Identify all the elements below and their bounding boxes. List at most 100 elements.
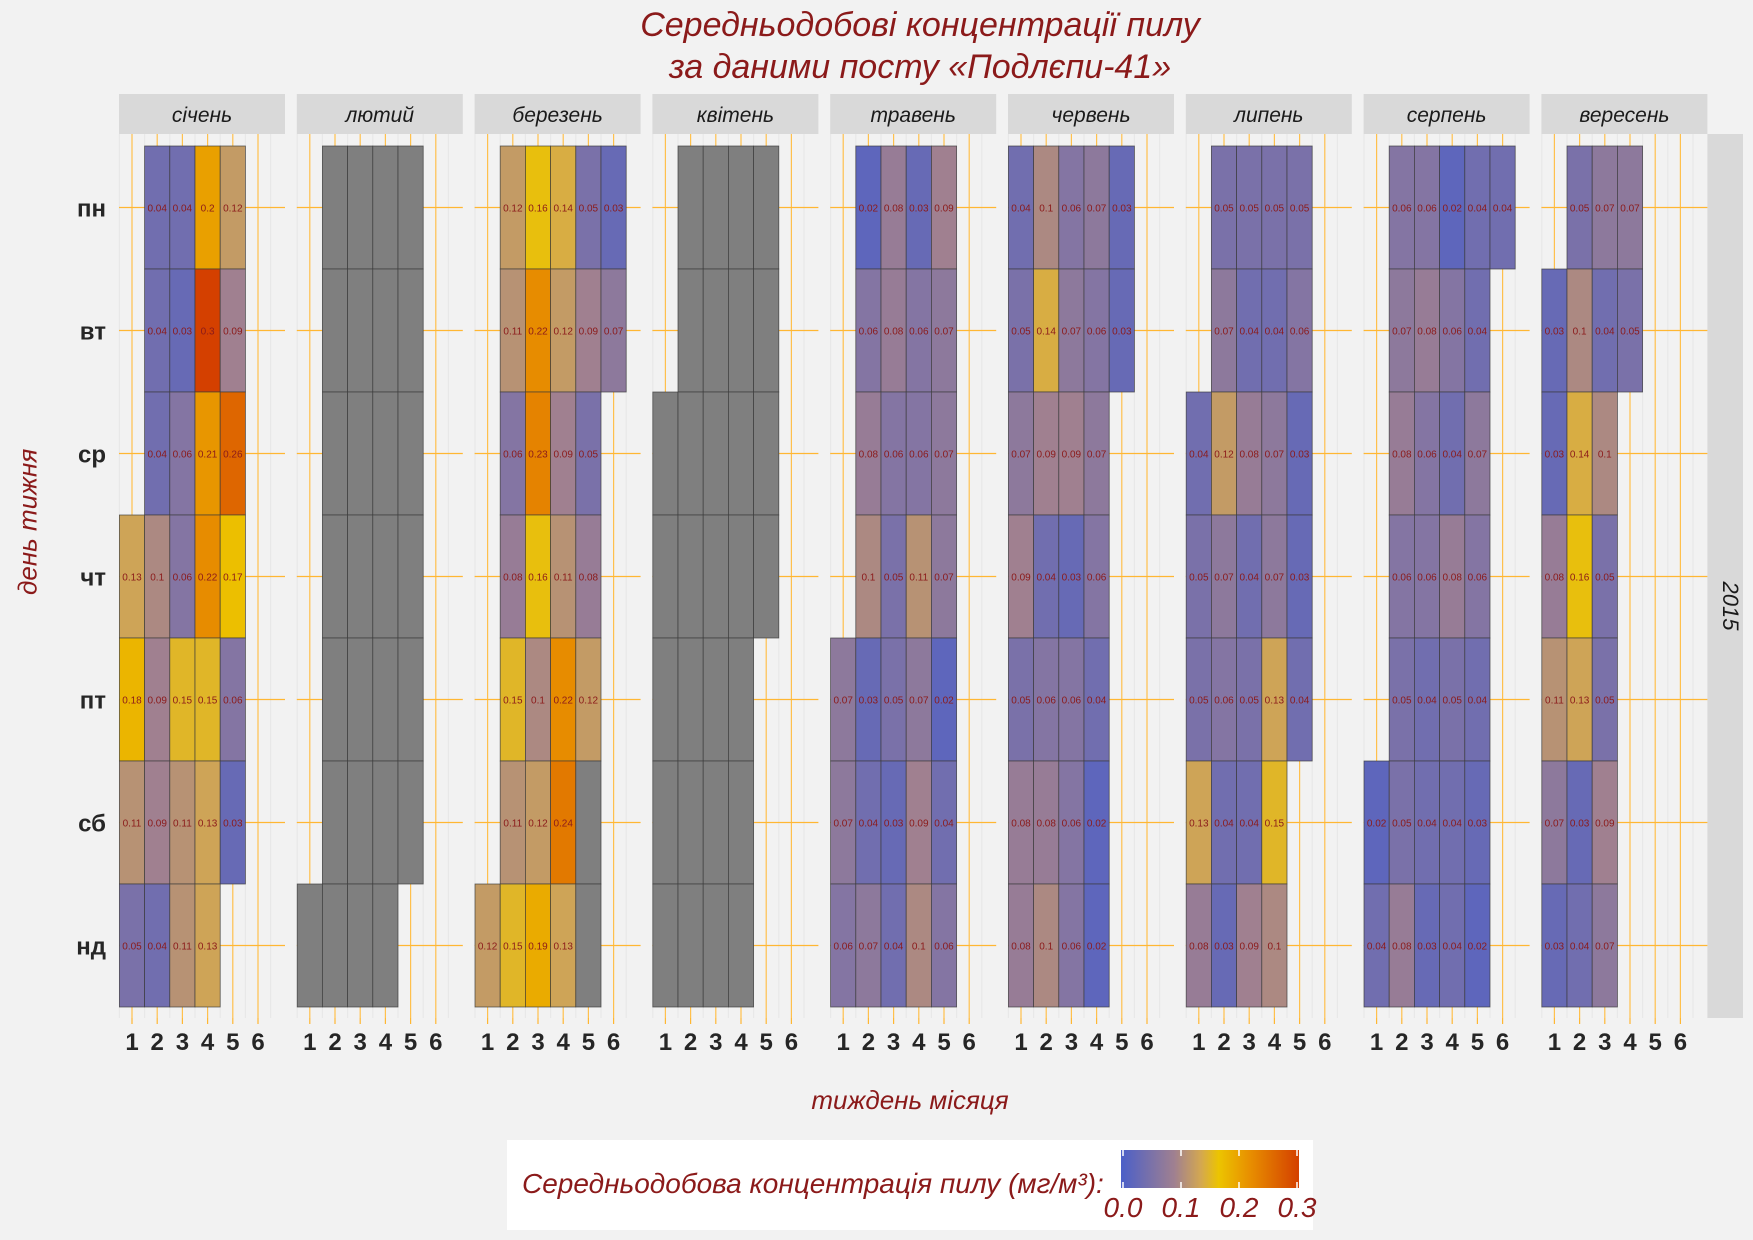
- heatmap-tile: [1388, 391, 1415, 516]
- heatmap-tile: [169, 514, 196, 639]
- tile-value-label: 0.12: [478, 942, 498, 953]
- facet-strip-month-label: липень: [1233, 104, 1303, 127]
- tile-value-label: 0.04: [1442, 450, 1462, 461]
- heatmap-tile: [397, 637, 424, 762]
- tile-value-label: 0.23: [528, 450, 548, 461]
- legend-colorbar: [1121, 1150, 1299, 1188]
- heatmap-tile: [600, 268, 627, 393]
- tile-value-label: 0.07: [833, 819, 853, 830]
- x-tick-label: 5: [1115, 1029, 1128, 1056]
- tile-value-label: 0.03: [1290, 450, 1310, 461]
- tile-value-label: 0.12: [528, 819, 548, 830]
- tile-value-label: 0.16: [528, 573, 548, 584]
- heatmap-tile: [1414, 268, 1441, 393]
- tile-value-label: 0.1: [1039, 942, 1053, 953]
- tile-value-label: 0.07: [1468, 450, 1488, 461]
- tile-value-label: 0.04: [1036, 573, 1056, 584]
- tile-value-label: 0.04: [1239, 819, 1259, 830]
- heatmap-tile: [144, 760, 171, 885]
- x-tick-label: 5: [582, 1029, 595, 1056]
- tile-value-label: 0.21: [198, 450, 218, 461]
- heatmap-tile: [144, 883, 171, 1008]
- heatmap-tile: [1261, 145, 1288, 270]
- heatmap-tile: [499, 514, 526, 639]
- x-tick-label: 3: [1065, 1029, 1078, 1056]
- tile-value-label: 0.09: [1062, 450, 1082, 461]
- heatmap-tile: [219, 145, 246, 270]
- x-tick-label: 6: [1496, 1029, 1509, 1056]
- y-tick-label: ср: [78, 442, 106, 469]
- heatmap-tile: [575, 883, 602, 1008]
- heatmap-tile: [525, 145, 552, 270]
- heatmap-tile: [1008, 637, 1035, 762]
- heatmap-tile: [1083, 514, 1110, 639]
- tile-value-label: 0.06: [1392, 573, 1412, 584]
- x-tick-label: 2: [506, 1029, 519, 1056]
- heatmap-tile: [372, 391, 399, 516]
- tile-value-label: 0.06: [1468, 573, 1488, 584]
- tile-value-label: 0.05: [579, 450, 599, 461]
- heatmap-tile: [880, 145, 907, 270]
- heatmap-tile: [1591, 268, 1618, 393]
- tile-value-label: 0.03: [909, 204, 929, 215]
- heatmap-tile: [677, 883, 704, 1008]
- heatmap-tile: [1083, 637, 1110, 762]
- heatmap-tile: [499, 760, 526, 885]
- x-tick-label: 5: [226, 1029, 239, 1056]
- tile-value-label: 0.07: [1087, 204, 1107, 215]
- x-tick-label: 3: [1420, 1029, 1433, 1056]
- heatmap-tile: [1464, 760, 1491, 885]
- tile-value-label: 0.1: [1039, 204, 1053, 215]
- heatmap-tile: [1211, 883, 1238, 1008]
- x-tick-label: 2: [1573, 1029, 1586, 1056]
- tile-value-label: 0.05: [1595, 573, 1615, 584]
- heatmap-tile: [194, 883, 221, 1008]
- x-tick-label: 2: [1395, 1029, 1408, 1056]
- tile-value-label: 0.1: [1573, 327, 1587, 338]
- tile-value-label: 0.06: [503, 450, 523, 461]
- tile-value-label: 0.07: [1062, 327, 1082, 338]
- tile-value-label: 0.08: [1442, 573, 1462, 584]
- tile-value-label: 0.08: [1189, 942, 1209, 953]
- legend-tick-label: 0.0: [1103, 1192, 1143, 1223]
- tile-value-label: 0.02: [859, 204, 879, 215]
- facet-strip-month-label: серпень: [1407, 104, 1487, 127]
- tile-value-label: 0.06: [1062, 819, 1082, 830]
- tile-value-label: 0.12: [579, 696, 599, 707]
- heatmap-tile: [1439, 145, 1466, 270]
- heatmap-tile: [1286, 637, 1313, 762]
- heatmap-tile: [677, 760, 704, 885]
- tile-value-label: 0.06: [1417, 204, 1437, 215]
- heatmap-tile: [1083, 268, 1110, 393]
- tile-value-label: 0.08: [884, 204, 904, 215]
- tile-value-label: 0.09: [147, 819, 167, 830]
- heatmap-tile: [321, 637, 348, 762]
- heatmap-tile: [931, 268, 958, 393]
- tile-value-label: 0.03: [1545, 450, 1565, 461]
- heatmap-tile: [855, 883, 882, 1008]
- heatmap-tile: [880, 883, 907, 1008]
- tile-value-label: 0.13: [122, 573, 142, 584]
- tile-value-label: 0.13: [1265, 696, 1285, 707]
- heatmap-tile: [1261, 268, 1288, 393]
- heatmap-tile: [702, 268, 729, 393]
- heatmap-tile: [474, 883, 501, 1008]
- tile-value-label: 0.04: [1417, 819, 1437, 830]
- tile-value-label: 0.07: [1595, 204, 1615, 215]
- tile-value-label: 0.09: [553, 450, 573, 461]
- x-tick-label: 5: [1649, 1029, 1662, 1056]
- x-tick-label: 4: [912, 1029, 926, 1056]
- tile-value-label: 0.06: [1062, 942, 1082, 953]
- tile-value-label: 0.07: [1595, 942, 1615, 953]
- heatmap-tile: [1566, 268, 1593, 393]
- tile-value-label: 0.13: [198, 942, 218, 953]
- tile-value-label: 0.04: [1442, 942, 1462, 953]
- heatmap-tile: [702, 637, 729, 762]
- tile-value-label: 0.08: [579, 573, 599, 584]
- heatmap-tile: [1566, 637, 1593, 762]
- tile-value-label: 0.06: [223, 696, 243, 707]
- heatmap-tile: [347, 760, 374, 885]
- heatmap-tile: [525, 637, 552, 762]
- facet-strip-year: [1703, 134, 1743, 1018]
- heatmap-tile: [347, 268, 374, 393]
